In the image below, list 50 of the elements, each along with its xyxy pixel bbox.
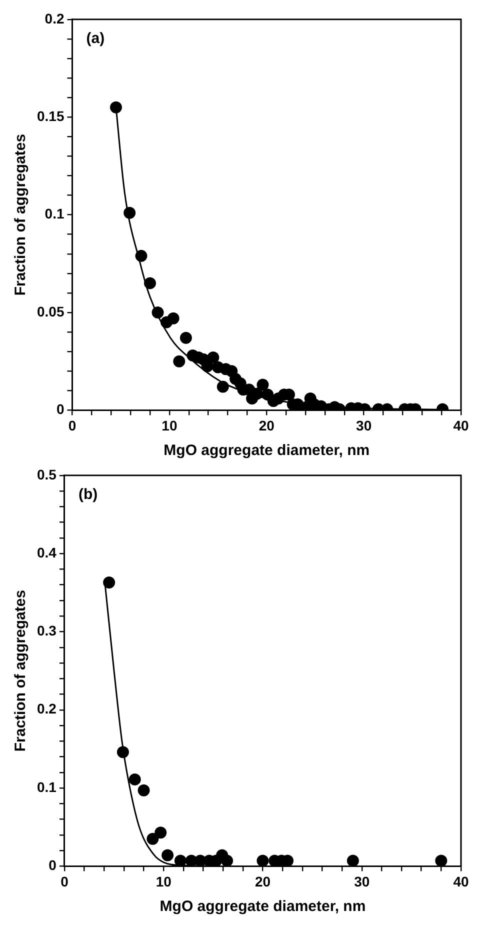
point <box>221 854 234 866</box>
y-tick-label: 0.2 <box>36 700 57 717</box>
point <box>201 360 214 372</box>
x-tick-label: 0 <box>68 417 76 434</box>
point <box>174 854 186 866</box>
point <box>162 849 174 862</box>
x-tick-label: 20 <box>258 417 275 434</box>
point <box>180 332 192 344</box>
point <box>128 773 141 786</box>
x-tick-label: 10 <box>162 417 178 434</box>
point <box>135 250 148 262</box>
point <box>435 854 448 866</box>
point <box>124 206 136 219</box>
point <box>103 576 116 588</box>
annotation: (b) <box>78 486 98 504</box>
point <box>216 380 229 393</box>
x-tick-label: 40 <box>453 873 469 890</box>
point <box>138 784 150 796</box>
y-tick-label: 0.1 <box>44 206 64 222</box>
y-tick-label: 0.4 <box>36 544 57 560</box>
x-tick-label: 40 <box>453 417 469 434</box>
y-tick-label: 0.5 <box>36 466 57 482</box>
x-axis-title: MgO aggregate diameter, nm <box>164 442 370 460</box>
y-tick-label: 0 <box>48 857 57 874</box>
y-axis-title: Fraction of aggregates <box>12 590 30 752</box>
y-tick-label: 0.3 <box>36 622 57 639</box>
y-tick-label: 0.2 <box>44 10 64 26</box>
point <box>346 854 359 866</box>
annotation: (a) <box>86 30 105 48</box>
point <box>154 826 167 839</box>
point <box>167 312 180 324</box>
point <box>144 277 156 290</box>
y-tick-label: 0.15 <box>37 108 64 124</box>
x-tick-label: 30 <box>354 873 370 890</box>
point <box>152 306 164 318</box>
point <box>207 351 220 364</box>
y-tick-label: 0 <box>56 401 64 418</box>
y-axis-title: Fraction of aggregates <box>12 134 30 296</box>
point <box>110 101 122 114</box>
point <box>256 854 269 866</box>
point <box>256 378 269 391</box>
x-tick-label: 30 <box>356 417 372 434</box>
y-tick-label: 0.1 <box>36 778 57 795</box>
x-tick-label: 20 <box>254 873 271 890</box>
point <box>116 746 129 758</box>
point <box>173 355 186 368</box>
x-axis-title: MgO aggregate diameter, nm <box>160 898 366 916</box>
x-tick-label: 10 <box>156 873 172 890</box>
point <box>146 832 159 845</box>
y-tick-label: 0.05 <box>37 303 64 320</box>
